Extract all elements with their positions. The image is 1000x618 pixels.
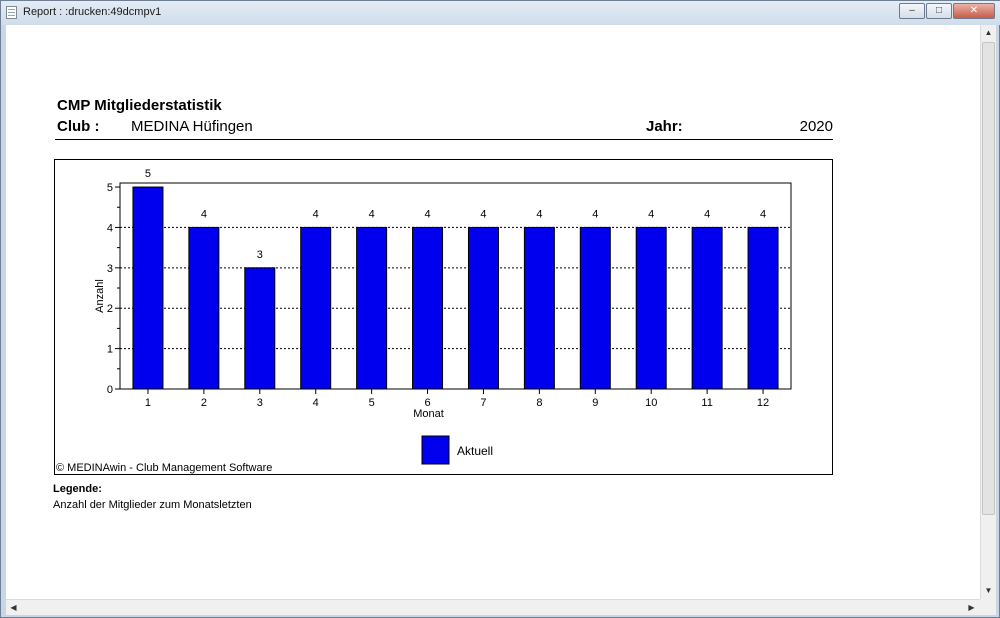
document-icon (6, 6, 17, 19)
window-title: Report : :drucken:49dcmpv1 (23, 6, 162, 18)
bar (747, 226, 779, 390)
x-tick-label: 6 (424, 397, 430, 409)
minimize-button[interactable]: – (899, 3, 925, 19)
chart-frame: 0 1 2 3 4 5 5 1 4 2 3 3 4 4 4 5 4 6 4 7 4 8 4 9 4 10 4 11 4 12 Monat An… (54, 159, 833, 475)
bar-value-label: 4 (704, 208, 710, 220)
report-title: CMP Mitgliederstatistik (57, 97, 222, 114)
bar-value-label: 5 (145, 168, 151, 180)
year-value: 2020 (799, 118, 833, 135)
bar-value-label: 4 (480, 208, 486, 220)
bar-value-label: 4 (760, 208, 766, 220)
bar (132, 186, 164, 390)
x-tick-label: 2 (201, 397, 207, 409)
bar (467, 226, 499, 390)
bar (691, 226, 723, 390)
x-tick-label: 4 (313, 397, 319, 409)
bar (579, 226, 611, 390)
vertical-scroll-thumb[interactable] (982, 42, 995, 515)
x-axis-label: Monat (413, 408, 444, 420)
legend-label: Aktuell (457, 444, 493, 458)
legend-swatch (421, 435, 450, 465)
bar-value-label: 4 (592, 208, 598, 220)
bar (188, 226, 220, 390)
close-button[interactable]: ✕ (953, 3, 995, 19)
bar-value-label: 4 (648, 208, 654, 220)
club-label: Club : (57, 118, 100, 135)
scroll-left-icon[interactable]: ◀ (6, 600, 21, 615)
legend-text: Anzahl der Mitglieder zum Monatsletzten (53, 499, 252, 511)
x-tick-label: 1 (145, 397, 151, 409)
x-tick-label: 12 (757, 397, 769, 409)
club-value: MEDINA Hüfingen (131, 118, 253, 135)
bar (300, 226, 332, 390)
bar-value-label: 4 (201, 208, 207, 220)
legend-title: Legende: (53, 483, 102, 495)
y-tick-label: 5 (107, 182, 113, 194)
x-tick-label: 7 (480, 397, 486, 409)
y-tick-label: 2 (107, 303, 113, 315)
maximize-button[interactable]: □ (926, 3, 952, 19)
bar-value-label: 4 (536, 208, 542, 220)
bar (412, 226, 444, 390)
copyright-text: © MEDINAwin - Club Management Software (56, 462, 273, 474)
bar (244, 267, 276, 390)
year-label: Jahr: (646, 118, 683, 135)
y-tick-label: 3 (107, 263, 113, 275)
scroll-down-icon[interactable]: ▼ (981, 583, 996, 598)
x-tick-label: 11 (701, 397, 712, 409)
bar-value-label: 4 (369, 208, 375, 220)
bar-chart: 012345514233444546474849410411412MonatAn… (94, 168, 792, 465)
horizontal-scrollbar[interactable]: ◀ ▶ (6, 599, 980, 615)
y-tick-label: 1 (107, 344, 113, 356)
bar (356, 226, 388, 390)
bar-value-label: 4 (424, 208, 430, 220)
y-tick-label: 0 (107, 384, 113, 396)
scroll-up-icon[interactable]: ▲ (981, 25, 996, 40)
plot-area (119, 182, 792, 390)
scroll-right-icon[interactable]: ▶ (964, 600, 979, 615)
bar-value-label: 4 (313, 208, 319, 220)
title-bar[interactable]: Report : :drucken:49dcmpv1 – □ ✕ (1, 1, 1000, 25)
header-divider (55, 139, 833, 140)
bar-value-label: 3 (257, 249, 263, 261)
vertical-scrollbar[interactable]: ▲ ▼ (980, 25, 996, 599)
x-tick-label: 3 (257, 397, 263, 409)
scrollbar-corner (980, 599, 996, 615)
x-tick-label: 10 (645, 397, 657, 409)
y-tick-label: 4 (107, 222, 113, 234)
bar (635, 226, 667, 390)
y-axis-label: Anzahl (94, 279, 106, 313)
x-tick-label: 5 (369, 397, 375, 409)
x-tick-label: 9 (592, 397, 598, 409)
bar (523, 226, 555, 390)
x-tick-label: 8 (536, 397, 542, 409)
